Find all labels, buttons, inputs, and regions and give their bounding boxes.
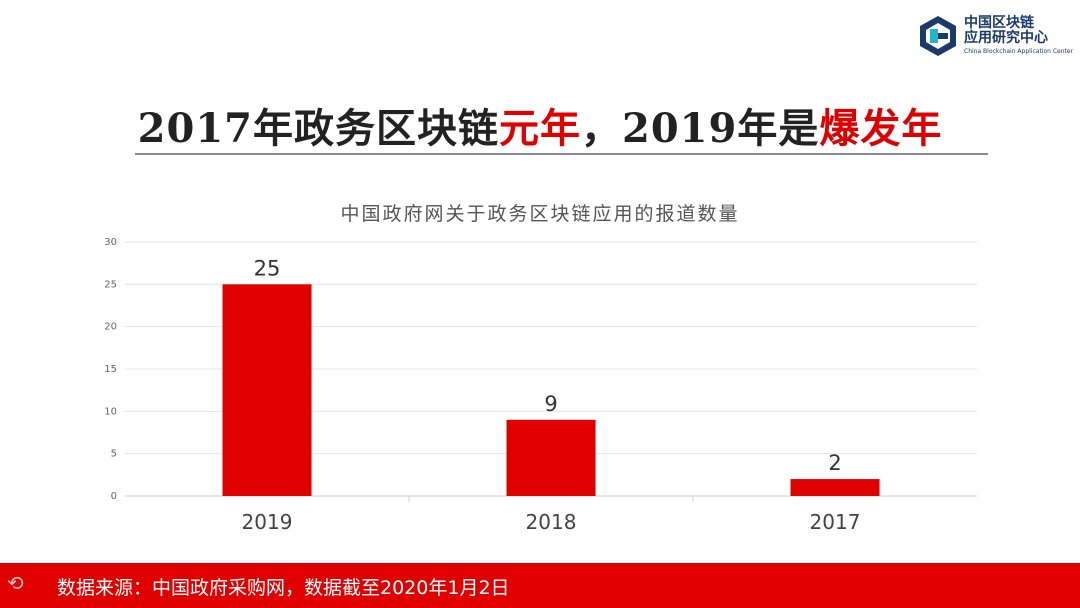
bar [790, 479, 880, 496]
y-tick-label: 0 [111, 491, 117, 502]
blockchain-logo-icon [920, 16, 956, 56]
title-part-4-highlight: 爆发年 [819, 105, 943, 152]
y-tick-label: 10 [104, 406, 117, 417]
x-tick-label: 2018 [526, 510, 577, 534]
y-tick-label: 30 [104, 237, 117, 248]
data-source-note: 数据来源：中国政府采购网，数据截至2020年1月2日 [57, 577, 510, 599]
watermark-icon: ⟲ [8, 571, 25, 595]
data-label: 25 [254, 256, 281, 280]
logo-text-english: China Blockchain Application Center [964, 48, 1074, 55]
data-label: 9 [544, 392, 557, 416]
x-tick-label: 2017 [810, 510, 861, 534]
bar [506, 419, 596, 496]
logo-text-line1: 中国区块链 [964, 15, 1034, 31]
data-label: 2 [828, 451, 841, 475]
footer-bar: ⟲ 数据来源：中国政府采购网，数据截至2020年1月2日 [0, 563, 1080, 608]
y-tick-label: 20 [104, 322, 117, 333]
title-divider [135, 153, 988, 155]
page-title: 2017年政务区块链元年，2019年是爆发年 [0, 96, 1080, 154]
bar [222, 284, 312, 496]
y-tick-label: 5 [111, 449, 117, 460]
logo: 中国区块链 应用研究中心 China Blockchain Applicatio… [916, 14, 1073, 58]
title-part-3: ，2019年是 [581, 105, 820, 152]
chart-title: 中国政府网关于政务区块链应用的报道数量 [340, 203, 740, 225]
logo-text-line2: 应用研究中心 [964, 30, 1048, 46]
bar-chart: 0 5 10 15 20 25 30 25 2019 9 2018 2 2017 [104, 237, 977, 534]
y-tick-label: 25 [104, 279, 117, 290]
x-tick-label: 2019 [242, 510, 293, 534]
title-part-2-highlight: 元年 [499, 105, 581, 152]
y-tick-label: 15 [104, 364, 117, 375]
title-part-1: 2017年政务区块链 [137, 105, 499, 152]
